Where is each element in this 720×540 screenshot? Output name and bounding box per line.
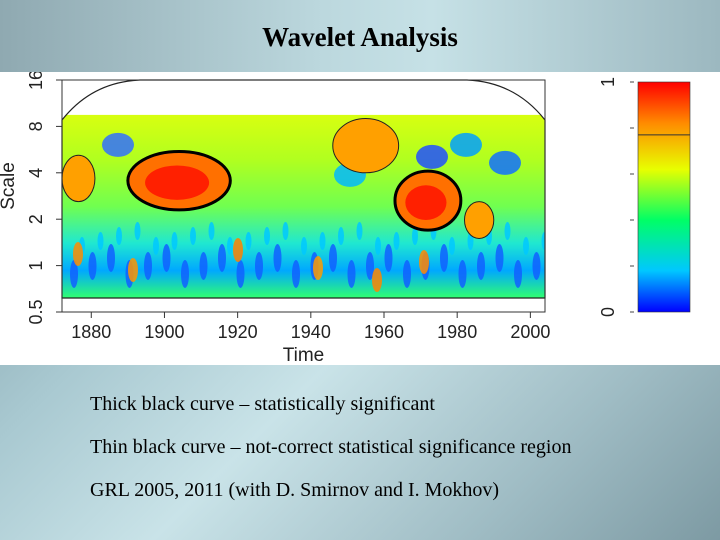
texture-cell: [489, 150, 521, 175]
note-thin-curve: Thin black curve – not-correct statistic…: [90, 436, 572, 458]
texture-cell: [495, 244, 504, 272]
texture-cell: [282, 222, 289, 240]
colorbar-tick-label: 0: [598, 307, 618, 317]
texture-cell: [366, 252, 374, 280]
significant-region-outline: [393, 169, 463, 232]
warm-region: [62, 154, 96, 203]
texture-cell: [458, 260, 467, 288]
texture-cell: [301, 237, 307, 255]
texture-cell: [208, 222, 215, 240]
title-band: [0, 0, 720, 72]
x-axis-label: Time: [283, 345, 325, 365]
texture-cell: [73, 242, 83, 266]
y-tick-label: 4: [26, 168, 46, 178]
x-tick-label: 1900: [144, 322, 184, 342]
texture-cell: [450, 132, 482, 157]
texture-cell: [393, 232, 400, 250]
texture-cell: [171, 232, 178, 250]
wavelet-chart: 1880 1900 1920 1940 1960 1980 2000 0.5 1 2 4 8 16 T…: [0, 72, 691, 365]
warm-region: [332, 118, 400, 174]
colorbar: [637, 81, 691, 313]
texture-cell: [88, 252, 97, 280]
texture-cell: [403, 260, 411, 288]
texture-cell: [264, 227, 270, 245]
x-tick-label: 1920: [218, 322, 258, 342]
y-tick-label: 8: [26, 121, 46, 131]
texture-cell: [419, 250, 429, 274]
texture-cell: [116, 227, 122, 245]
texture-cell: [199, 252, 208, 280]
texture-cell: [255, 252, 263, 280]
texture-cell: [128, 258, 138, 282]
x-tick-label: 1960: [364, 322, 404, 342]
texture-cell: [134, 222, 141, 240]
texture-cell: [162, 244, 171, 272]
notes: Thick black curve – statistically signif…: [90, 390, 700, 519]
texture-cell: [329, 244, 337, 272]
texture-cell: [504, 222, 511, 240]
texture-cell: [313, 256, 323, 280]
texture-cell: [477, 252, 485, 280]
y-tick-label: 1: [26, 261, 46, 271]
x-tick-label: 1880: [71, 322, 111, 342]
texture-cell: [372, 268, 382, 292]
texture-cell: [338, 227, 344, 245]
texture-cell: [218, 244, 226, 272]
texture-cell: [449, 237, 455, 255]
texture-cell: [181, 260, 189, 288]
x-axis: 1880 1900 1920 1940 1960 1980 2000: [71, 312, 550, 342]
warm-region: [464, 201, 495, 239]
y-tick-label: 2: [26, 214, 46, 224]
texture-cell: [384, 244, 393, 272]
y-axis: 0.5 1 2 4 8 16: [26, 72, 62, 325]
x-tick-label: 2000: [510, 322, 550, 342]
significant-region-core: [405, 185, 447, 220]
texture-cell: [153, 237, 159, 255]
plot-frame: [61, 79, 546, 313]
texture-cell: [144, 252, 152, 280]
texture-cell: [190, 227, 196, 245]
texture-cell: [440, 244, 448, 272]
y-axis-label: Scale: [0, 162, 19, 210]
texture-cell: [102, 132, 134, 157]
significant-region-outline: [126, 149, 232, 212]
texture-cell: [356, 222, 363, 240]
texture-cell: [416, 144, 448, 169]
texture-cell: [292, 260, 300, 288]
texture-cell: [233, 238, 243, 262]
note-reference: GRL 2005, 2011 (with D. Smirnov and I. M…: [90, 479, 500, 501]
texture-cell: [319, 232, 326, 250]
texture-cell: [70, 260, 78, 288]
heatmap-area: [62, 114, 545, 298]
x-tick-label: 1940: [291, 322, 331, 342]
texture-cell: [236, 260, 245, 288]
chart-panel: 1880 1900 1920 1940 1960 1980 2000 0.5 1 2 4 8 16 T…: [0, 72, 720, 365]
note-thick-curve: Thick black curve – statistically signif…: [90, 393, 435, 415]
texture-cell: [245, 232, 252, 250]
texture-cell: [347, 260, 356, 288]
texture-cell: [514, 260, 522, 288]
y-tick-label: 0.5: [26, 299, 46, 324]
texture-cell: [273, 244, 282, 272]
colorbar-tick-label: 1: [598, 77, 618, 87]
texture-cell: [532, 252, 541, 280]
texture-cell: [375, 237, 381, 255]
slide-title: Wavelet Analysis: [262, 22, 458, 52]
texture-cell: [523, 237, 529, 255]
y-tick-label: 16: [26, 72, 46, 90]
x-tick-label: 1980: [437, 322, 477, 342]
colorbar-axis: 01: [598, 77, 634, 317]
texture-cell: [227, 237, 233, 255]
texture-cell: [97, 232, 104, 250]
texture-cell: [412, 227, 418, 245]
significant-region-core: [145, 165, 210, 200]
texture-cell: [107, 244, 115, 272]
